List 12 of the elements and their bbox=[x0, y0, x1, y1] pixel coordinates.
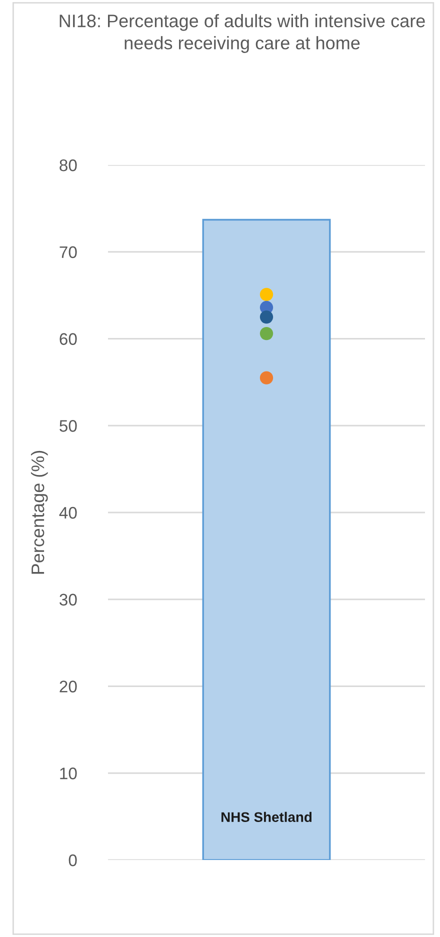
x-tick-label: NHS Shetland bbox=[222, 812, 312, 822]
y-tick-label: 50 bbox=[60, 420, 77, 432]
y-tick-label: 30 bbox=[60, 594, 77, 606]
chart-title: NI18: Percentage of adults with intensive care needs receiving care at home bbox=[60, 14, 425, 53]
y-tick-label: 80 bbox=[60, 159, 77, 172]
y-tick-label: 10 bbox=[60, 768, 77, 780]
y-tick-label: 0 bbox=[68, 854, 77, 866]
y-tick-label: 20 bbox=[60, 680, 77, 692]
y-tick-label: 70 bbox=[60, 246, 77, 258]
y-tick-label: 40 bbox=[59, 506, 77, 519]
y-axis-title: Percentage (%) bbox=[30, 450, 48, 574]
y-tick-label: 60 bbox=[60, 333, 77, 345]
